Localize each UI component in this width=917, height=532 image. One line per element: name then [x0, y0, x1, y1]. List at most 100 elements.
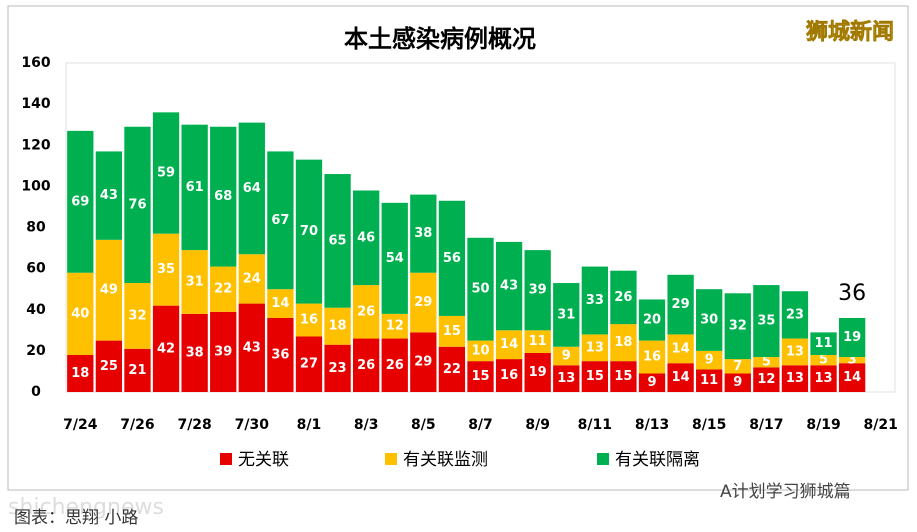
- bar-segment: [781, 338, 809, 366]
- watermark: 狮城新闻: [806, 19, 894, 45]
- value-label: 23: [786, 307, 804, 322]
- x-tick-label: 8/17: [749, 417, 783, 433]
- bar-segment: [95, 151, 123, 240]
- value-label: 13: [557, 371, 575, 386]
- value-label: 61: [186, 180, 204, 195]
- bar-segment: [638, 299, 666, 341]
- bar-segment: [724, 293, 751, 360]
- value-label: 42: [157, 341, 175, 356]
- value-label: 25: [100, 359, 118, 374]
- value-label: 23: [329, 361, 347, 376]
- value-label: 18: [614, 335, 632, 350]
- x-tick-label: 8/7: [468, 417, 493, 433]
- footer-account: A计划学习狮城篇: [720, 482, 851, 502]
- value-label: 13: [814, 371, 832, 386]
- value-label: 19: [843, 330, 861, 345]
- y-tick-label: 100: [21, 178, 50, 194]
- x-tick-label: 8/11: [578, 417, 612, 433]
- value-label: 26: [386, 358, 404, 373]
- y-tick-label: 80: [26, 220, 46, 236]
- bar-segment: [553, 283, 580, 347]
- bar-segment: [381, 202, 408, 314]
- bar-segment: [238, 303, 265, 392]
- bar-segment: [67, 272, 94, 355]
- value-label: 14: [672, 341, 690, 356]
- bar-segment: [295, 303, 323, 337]
- legend-label: 无关联: [238, 450, 289, 470]
- y-tick-label: 140: [21, 96, 50, 112]
- value-label: 38: [414, 226, 432, 241]
- bar-segment: [696, 350, 723, 370]
- value-label: 76: [128, 197, 146, 212]
- value-label: 13: [586, 340, 604, 355]
- x-tick-label: 8/13: [635, 417, 669, 433]
- value-label: 9: [562, 349, 571, 364]
- value-label: 7: [733, 359, 742, 374]
- bar-segment: [410, 332, 437, 392]
- value-label: 29: [414, 355, 432, 370]
- y-tick-label: 120: [21, 137, 50, 153]
- value-label: 70: [300, 224, 318, 239]
- bar-segment: [438, 200, 466, 316]
- value-label: 5: [762, 355, 771, 370]
- x-tick-label: 7/30: [235, 417, 270, 433]
- value-label: 24: [243, 271, 261, 286]
- bar-segment: [524, 352, 551, 392]
- bar-segment: [467, 340, 494, 362]
- x-tick-label: 7/28: [177, 417, 211, 433]
- footer-site: shichengnews: [8, 495, 164, 520]
- bar-segment: [324, 307, 351, 345]
- y-tick-label: 160: [21, 55, 50, 71]
- value-label: 35: [757, 314, 775, 329]
- bar-segment: [152, 112, 180, 234]
- value-label: 59: [157, 166, 175, 181]
- value-label: 13: [786, 371, 804, 386]
- value-label: 15: [471, 369, 489, 384]
- bar-segment: [124, 126, 151, 284]
- bar-segment: [810, 354, 837, 366]
- x-tick-label: 7/24: [63, 417, 98, 433]
- value-label: 65: [329, 233, 347, 248]
- bar-segment: [638, 340, 666, 374]
- bar-segment: [267, 317, 294, 392]
- bar-segment: [495, 330, 523, 360]
- bar-segment: [753, 285, 780, 358]
- value-label: 21: [128, 363, 146, 378]
- value-label: 31: [186, 274, 204, 289]
- bar-segment: [810, 332, 837, 355]
- x-tick-label: 8/19: [806, 417, 840, 433]
- bar-segment: [810, 365, 837, 392]
- bar-segment: [638, 373, 666, 392]
- bar-segment: [353, 190, 380, 286]
- value-label: 26: [357, 358, 375, 373]
- bar-segment: [381, 338, 408, 392]
- bar-segment: [610, 270, 637, 325]
- bar-segment: [667, 363, 694, 392]
- bar-segment: [495, 359, 523, 392]
- x-tick-label: 7/26: [120, 417, 154, 433]
- value-label: 11: [529, 334, 547, 349]
- bar-segment: [210, 266, 237, 312]
- bar-segment: [210, 126, 237, 267]
- value-label: 39: [214, 344, 232, 359]
- value-label: 22: [443, 362, 461, 377]
- value-label: 14: [672, 370, 690, 385]
- legend-swatch: [597, 453, 609, 465]
- bar-segment: [381, 313, 408, 339]
- bar-segment: [95, 340, 123, 392]
- x-tick-label: 8/9: [525, 417, 550, 433]
- bar-segment: [267, 289, 294, 318]
- chart-title: 本土感染病例概况: [344, 25, 536, 53]
- value-label: 11: [700, 373, 718, 388]
- bar-segment: [67, 130, 94, 273]
- y-tick-label: 20: [26, 343, 46, 359]
- value-label: 30: [700, 313, 718, 328]
- bar-segment: [781, 365, 809, 392]
- value-label: 22: [214, 282, 232, 297]
- value-label: 54: [386, 251, 404, 266]
- bar-segment: [838, 363, 866, 392]
- value-label: 31: [557, 307, 575, 322]
- x-tick-label: 8/15: [692, 417, 726, 433]
- value-label: 43: [500, 279, 518, 294]
- value-label: 16: [300, 313, 318, 328]
